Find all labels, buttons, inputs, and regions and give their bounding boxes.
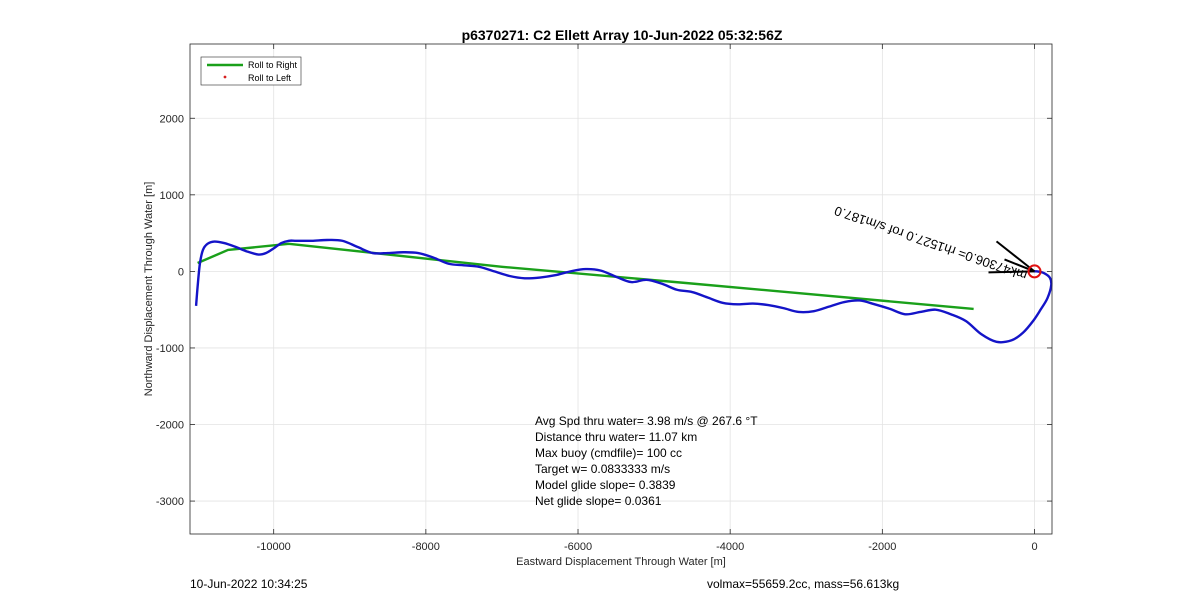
heading-arrow-upper bbox=[995, 240, 1036, 273]
grid bbox=[190, 44, 1052, 534]
y-tick-label: 0 bbox=[178, 266, 184, 278]
stat-line-avg-speed: Avg Spd thru water= 3.98 m/s @ 267.6 °T bbox=[535, 414, 758, 428]
x-tick-label: 0 bbox=[1031, 541, 1037, 553]
y-tick-label: -2000 bbox=[156, 420, 184, 432]
legend-label-roll-left: Roll to Left bbox=[248, 73, 292, 83]
y-tick-label: 2000 bbox=[160, 113, 184, 125]
plot-area bbox=[190, 44, 1052, 534]
series-track-line bbox=[194, 238, 1053, 344]
x-axis-label: Eastward Displacement Through Water [m] bbox=[516, 556, 726, 568]
ticks: -10000 -8000 -6000 -4000 -2000 0-3000-2000-10… bbox=[156, 44, 1052, 553]
x-tick-label: -2000 bbox=[868, 541, 896, 553]
stat-line-distance: Distance thru water= 11.07 km bbox=[535, 430, 697, 444]
y-tick-label: -3000 bbox=[156, 496, 184, 508]
stat-line-max-buoy: Max buoy (cmdfile)= 100 cc bbox=[535, 446, 682, 460]
x-tick-label: -4000 bbox=[716, 541, 744, 553]
chart-title: p6370271: C2 Ellett Array 10-Jun-2022 05… bbox=[462, 27, 783, 43]
x-tick-label: -6000 bbox=[564, 541, 592, 553]
series-layer bbox=[194, 238, 1053, 344]
y-axis-label: Northward Displacement Through Water [m] bbox=[143, 182, 155, 397]
y-tick-label: -1000 bbox=[156, 343, 184, 355]
series-roll-right-line bbox=[197, 242, 974, 311]
legend-box bbox=[200, 56, 302, 86]
x-tick-label: -10000 bbox=[257, 541, 291, 553]
y-tick-label: 1000 bbox=[160, 190, 184, 202]
heading-arrow-lower bbox=[988, 270, 1035, 274]
stat-line-model-glide: Model glide slope= 0.3839 bbox=[535, 478, 676, 492]
x-tick-label: -8000 bbox=[412, 541, 440, 553]
legend-label-roll-right: Roll to Right bbox=[248, 60, 298, 70]
legend: Roll to Right Roll to Left bbox=[200, 56, 302, 86]
footer-mass-info: volmax=55659.2cc, mass=56.613kg bbox=[707, 577, 900, 591]
footer-timestamp: 10-Jun-2022 10:34:25 bbox=[190, 577, 308, 591]
end-position-marker bbox=[1027, 264, 1042, 279]
legend-swatch-roll-left bbox=[223, 75, 227, 79]
plot-frame bbox=[189, 43, 1053, 535]
stat-line-net-glide: Net glide slope= 0.0361 bbox=[535, 494, 662, 508]
stat-line-target-w: Target w= 0.0833333 m/s bbox=[535, 462, 670, 476]
stats-block: Avg Spd thru water= 3.98 m/s @ 267.6 °T … bbox=[535, 414, 758, 508]
